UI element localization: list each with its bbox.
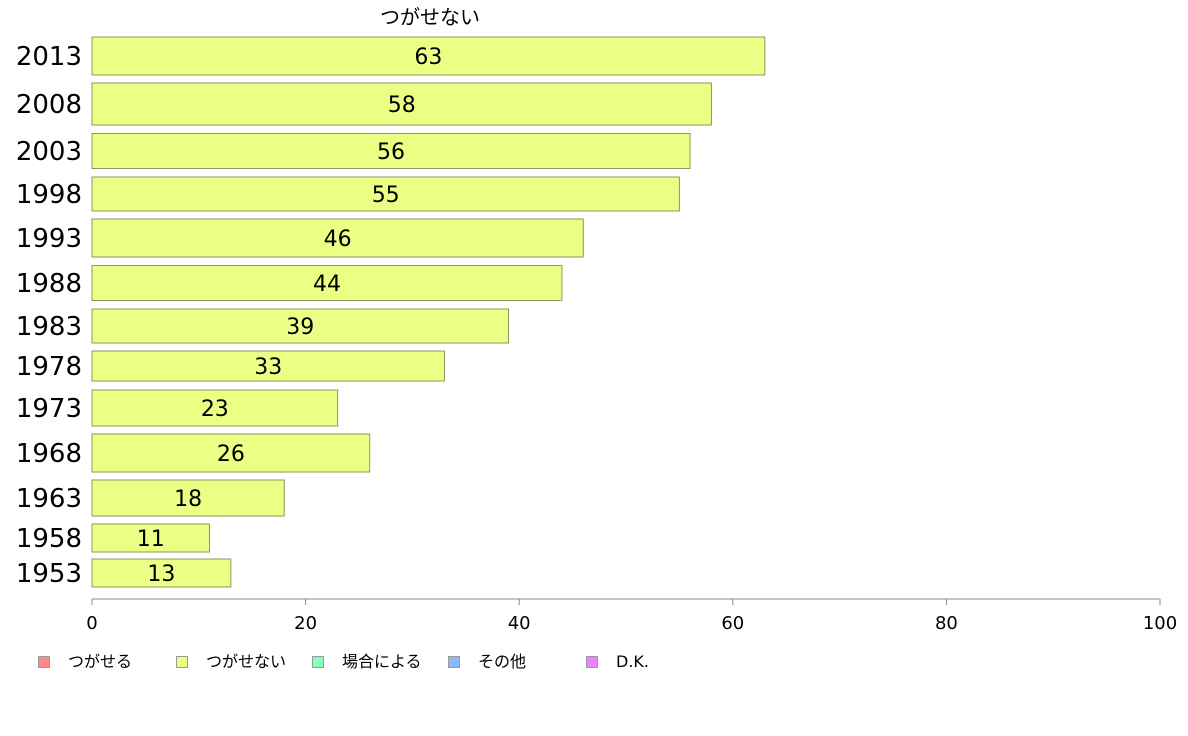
legend-label: その他 <box>478 652 527 671</box>
data-label-2013: 63 <box>414 45 442 70</box>
category-label-1968: 1968 <box>16 439 82 469</box>
category-label-1958: 1958 <box>16 524 82 554</box>
legend-swatch <box>586 656 598 668</box>
legend-swatch <box>448 656 460 668</box>
category-label-2013: 2013 <box>16 42 82 72</box>
bar-1993 <box>91 218 584 258</box>
data-label-1963: 18 <box>174 487 202 512</box>
legend-item-tsugaseru: つがせる <box>38 652 132 672</box>
category-label-2008: 2008 <box>16 90 82 120</box>
bar-2013 <box>91 36 766 76</box>
data-label-1993: 46 <box>324 227 352 252</box>
bar-2003 <box>91 133 691 169</box>
bar-1958 <box>91 523 210 553</box>
x-axis: 0 20 40 60 80 100 <box>86 598 1177 634</box>
bar-1953 <box>91 558 232 588</box>
data-label-1953: 13 <box>147 562 175 587</box>
legend-item-sonota: その他 <box>448 652 526 672</box>
x-tick-label: 80 <box>935 613 958 634</box>
legend-swatch <box>312 656 324 668</box>
category-label-1973: 1973 <box>16 394 82 424</box>
bar-1968 <box>91 433 371 473</box>
category-label-1993: 1993 <box>16 224 82 254</box>
legend-label: 場合による <box>342 652 422 671</box>
category-label-1988: 1988 <box>16 269 82 299</box>
legend-swatch <box>176 656 188 668</box>
category-label-1978: 1978 <box>16 352 82 382</box>
legend-label: つがせない <box>206 652 287 671</box>
data-label-2008: 58 <box>388 93 416 118</box>
x-tick-label: 60 <box>721 613 744 634</box>
bar-2008 <box>91 82 712 126</box>
data-label-1978: 33 <box>254 355 282 380</box>
legend-label: つがせる <box>68 652 133 671</box>
bar-1963 <box>91 479 285 517</box>
bar-1978 <box>91 350 445 382</box>
data-label-1968: 26 <box>217 442 245 467</box>
bar-1983 <box>91 308 510 344</box>
x-tick-label: 40 <box>508 613 531 634</box>
legend-swatch <box>38 656 50 668</box>
x-tick-label: 0 <box>86 613 97 634</box>
legend-item-dk: D.K. <box>586 652 649 672</box>
bars-group <box>91 36 766 588</box>
data-label-1983: 39 <box>286 315 314 340</box>
x-tick-label: 20 <box>294 613 317 634</box>
category-label-1953: 1953 <box>16 559 82 589</box>
data-label-1973: 23 <box>201 397 229 422</box>
data-label-2003: 56 <box>377 140 405 165</box>
data-label-1958: 11 <box>137 527 165 552</box>
data-label-1998: 55 <box>372 183 400 208</box>
category-label-1998: 1998 <box>16 180 82 210</box>
legend-label: D.K. <box>616 652 649 671</box>
bar-1973 <box>91 389 339 427</box>
bar-1998 <box>91 176 680 212</box>
chart-title: つがせない <box>380 5 480 29</box>
bar-1988 <box>91 265 563 301</box>
data-label-1988: 44 <box>313 272 341 297</box>
category-label-1983: 1983 <box>16 312 82 342</box>
legend-item-baai-ni-yoru: 場合による <box>312 652 422 672</box>
category-labels: 2013 2008 2003 1998 1993 1988 1983 1978 1973 1968… <box>16 42 82 589</box>
category-label-1963: 1963 <box>16 484 82 514</box>
legend-item-tsugasenai: つがせない <box>176 652 286 672</box>
x-tick-label: 100 <box>1143 613 1177 634</box>
category-label-2003: 2003 <box>16 137 82 167</box>
